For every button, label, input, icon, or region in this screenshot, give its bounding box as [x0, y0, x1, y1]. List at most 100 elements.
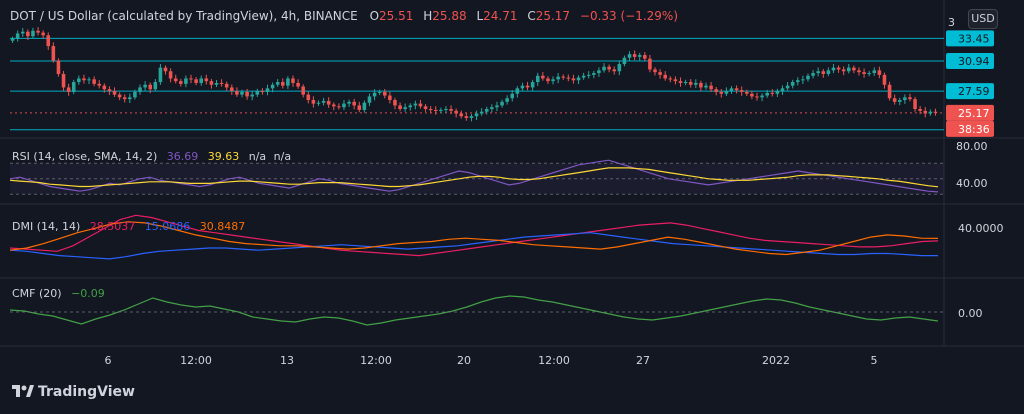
candle-body [36, 30, 40, 33]
candle-body [337, 106, 341, 108]
currency-button[interactable]: USD [968, 9, 998, 29]
rsi-axis-40: 40.00 [956, 177, 988, 190]
candle-body [663, 74, 667, 79]
candle-body [158, 67, 163, 83]
rsi-na-1: n/a [249, 150, 266, 163]
time-axis-label: 12:00 [180, 354, 212, 367]
candle-body [10, 38, 15, 41]
candle-body [56, 60, 61, 74]
candle-body [321, 100, 326, 103]
candle-body [439, 109, 443, 111]
candle-body [765, 92, 769, 96]
time-axis-label: 20 [457, 354, 471, 367]
price-level-label: 27.59 [958, 85, 990, 98]
candle-body [535, 75, 540, 83]
price-level-tag [946, 83, 994, 100]
candle-body [882, 74, 887, 85]
candle-body [510, 93, 515, 99]
candle-body [423, 106, 428, 110]
candle-body [688, 82, 693, 85]
candle-body [194, 79, 198, 83]
candle-body [913, 99, 917, 110]
candle-body [224, 83, 229, 88]
candle-body [862, 72, 866, 74]
candle-body [495, 105, 499, 108]
candle-body [306, 94, 311, 101]
candle-body [240, 91, 244, 95]
candle-body [520, 85, 525, 89]
high-value: 25.88 [432, 9, 466, 23]
symbol-legend[interactable]: DOT / US Dollar (calculated by TradingVi… [10, 9, 678, 23]
dmi-minus-value: 15.0686 [145, 220, 191, 233]
candle-body [418, 103, 423, 107]
candle-body [525, 85, 530, 88]
candle-body [214, 82, 219, 85]
candle-body [484, 109, 489, 112]
change-value: −0.33 (−1.29%) [580, 9, 678, 23]
candle-body [551, 79, 555, 82]
rsi-na-2: n/a [274, 150, 291, 163]
rsi-pane [9, 159, 944, 195]
high-label: H [423, 9, 432, 23]
candle-body [673, 79, 678, 82]
candle-body [286, 78, 290, 86]
candle-body [153, 82, 158, 90]
candle-body [204, 78, 209, 82]
candle-body [841, 69, 846, 72]
cmf-legend[interactable]: CMF (20) −0.09 [12, 287, 105, 300]
candle-body [342, 103, 346, 108]
candle-body [607, 66, 611, 70]
candle-body [622, 57, 627, 65]
rsi-legend[interactable]: RSI (14, close, SMA, 14, 2) 36.69 39.63 … [12, 150, 291, 163]
candle-body [331, 104, 336, 107]
tradingview-logo[interactable]: TradingView [12, 384, 135, 400]
candle-body [138, 87, 142, 92]
candle-body [592, 73, 596, 75]
candle-body [928, 111, 933, 114]
candle-body [933, 111, 938, 113]
candle-body [352, 101, 356, 106]
dmi-legend[interactable]: DMI (14, 14) 28.5037 15.0686 30.8487 [12, 220, 245, 233]
candle-body [87, 79, 91, 81]
price-level-label: 25.17 [958, 107, 990, 120]
candle-body [816, 71, 820, 74]
candle-body [576, 77, 581, 81]
dmi-pane [9, 214, 939, 260]
candle-body [632, 54, 637, 57]
candle-body [250, 94, 254, 97]
candle-body [454, 110, 458, 114]
candle-body [566, 77, 571, 79]
price-level-label: 30.94 [958, 55, 990, 68]
candle-body [230, 87, 234, 92]
candle-body [464, 116, 469, 119]
candle-body [755, 96, 759, 98]
price-axis-labels: 33.45 30.94 27.59 25.17 38:36 [946, 30, 994, 137]
candle-body [449, 109, 453, 111]
candle-body [301, 86, 305, 95]
candle-body [260, 91, 265, 93]
candle-body [393, 100, 397, 106]
candle-body [571, 78, 576, 81]
candle-body [255, 91, 260, 95]
dmi-plus-value: 28.5037 [90, 220, 136, 233]
candle-body [71, 82, 76, 92]
dmi-legend-title: DMI (14, 14) [12, 220, 80, 233]
candle-body [275, 82, 280, 85]
candle-body [903, 97, 907, 101]
candle-body [398, 105, 402, 110]
dmi-adx-value: 30.8487 [200, 220, 246, 233]
rsi-band-background [10, 163, 944, 195]
candle-body [479, 111, 484, 114]
candle-body [653, 69, 657, 73]
time-axis-label: 5 [871, 354, 878, 367]
candle-body [403, 107, 407, 110]
cmf-legend-title: CMF (20) [12, 287, 62, 300]
candle-body [734, 88, 739, 91]
series-line-1 [9, 232, 938, 260]
candle-body [107, 89, 112, 92]
candle-body [235, 91, 239, 95]
rsi-value: 36.69 [167, 150, 199, 163]
candle-body [780, 88, 785, 92]
